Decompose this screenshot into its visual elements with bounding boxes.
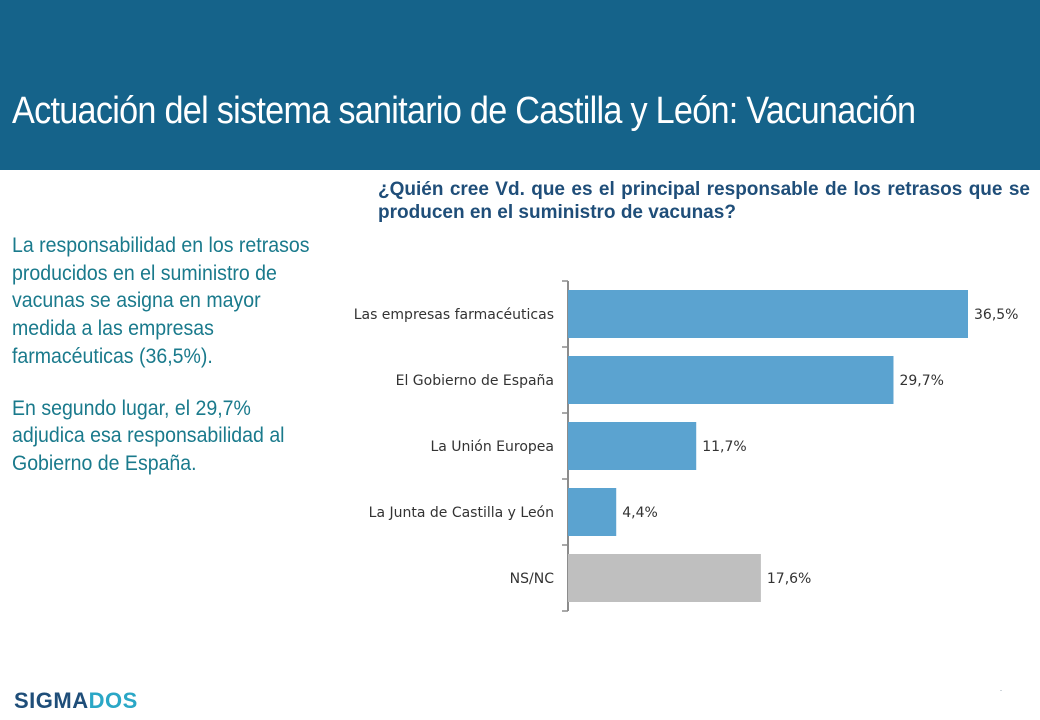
value-label: 17,6% — [767, 571, 811, 587]
chart-question: ¿Quién cree Vd. que es el principal resp… — [378, 179, 1030, 224]
category-label: La Junta de Castilla y León — [369, 505, 554, 521]
bar — [568, 290, 968, 338]
corner-mark — [1000, 690, 1002, 691]
value-label: 4,4% — [622, 505, 658, 521]
logo-part-2: DOS — [88, 688, 138, 713]
sigmados-logo: SIGMADOS — [14, 688, 138, 714]
value-label: 29,7% — [899, 373, 943, 389]
bar — [568, 422, 697, 470]
category-label: Las empresas farmacéuticas — [354, 307, 554, 323]
page-title: Actuación del sistema sanitario de Casti… — [12, 90, 916, 132]
logo-part-1: SIGMA — [14, 688, 89, 713]
value-label: 11,7% — [702, 439, 746, 455]
summary-paragraph-2: En segundo lugar, el 29,7% adjudica esa … — [12, 396, 285, 476]
category-label: La Unión Europea — [430, 439, 554, 455]
category-label: NS/NC — [510, 571, 555, 587]
category-label: El Gobierno de España — [396, 373, 554, 389]
bar — [568, 488, 617, 536]
header-band: Actuación del sistema sanitario de Casti… — [0, 0, 1040, 170]
value-label: 36,5% — [974, 307, 1018, 323]
summary-text: La responsabilidad en los retrasos produ… — [12, 232, 310, 502]
summary-paragraph-1: La responsabilidad en los retrasos produ… — [12, 234, 310, 368]
bar — [568, 356, 894, 404]
bar — [568, 554, 761, 602]
